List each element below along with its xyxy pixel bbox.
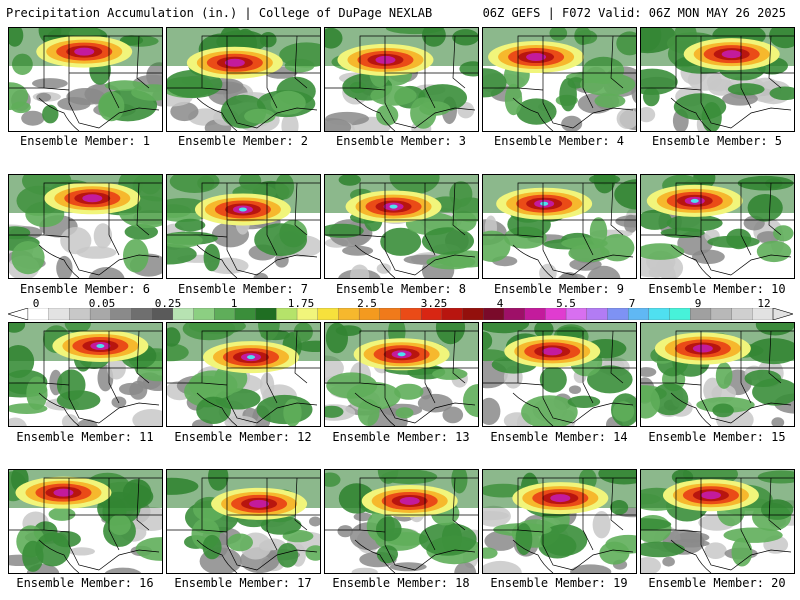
colorbar-swatch (669, 308, 691, 320)
ensemble-panel-19 (482, 469, 637, 574)
colorbar-label: 2.5 (357, 297, 377, 310)
ensemble-panel-13 (324, 322, 479, 427)
ensemble-panel-16 (8, 469, 163, 574)
colorbar-swatch (710, 308, 733, 320)
colorbar-swatch (524, 308, 546, 320)
ensemble-panel-20 (640, 469, 795, 574)
colorbar-label: 1 (230, 297, 238, 310)
ensemble-panel-9 (482, 174, 637, 279)
colorbar-label: 9 (694, 297, 702, 310)
colorbar-swatch (607, 308, 629, 320)
ensemble-member-caption: Ensemble Member: 2 (177, 134, 309, 148)
run-info: 06Z GEFS | F072 Valid: 06Z MON MAY 26 20… (482, 6, 786, 20)
colorbar-label: 7 (628, 297, 636, 310)
colorbar-swatch (586, 308, 608, 320)
ensemble-panel-4 (482, 27, 637, 132)
colorbar-swatch (503, 308, 526, 320)
colorbar-swatch (462, 308, 484, 320)
colorbar-swatch (69, 308, 91, 320)
ensemble-member-caption: Ensemble Member: 11 (16, 430, 154, 444)
colorbar-swatch (48, 308, 70, 320)
ensemble-member-caption: Ensemble Member: 8 (335, 282, 467, 296)
ensemble-panel-6 (8, 174, 163, 279)
ensemble-member-caption: Ensemble Member: 12 (174, 430, 312, 444)
map-title: Precipitation Accumulation (in.) | Colle… (6, 6, 433, 20)
ensemble-member-caption: Ensemble Member: 15 (648, 430, 786, 444)
ensemble-member-caption: Ensemble Member: 18 (332, 576, 470, 590)
colorbar-swatch (317, 308, 339, 320)
colorbar-swatch (400, 308, 422, 320)
ensemble-panel-11 (8, 322, 163, 427)
colorbar-swatch (379, 308, 401, 320)
colorbar-swatch (234, 308, 257, 320)
ensemble-panel-3 (324, 27, 479, 132)
ensemble-member-caption: Ensemble Member: 16 (16, 576, 154, 590)
colorbar-label: 1.75 (287, 297, 315, 310)
ensemble-member-caption: Ensemble Member: 9 (493, 282, 625, 296)
colorbar-label: 5.5 (556, 297, 576, 310)
colorbar-label: 4 (496, 297, 504, 310)
ensemble-member-caption: Ensemble Member: 6 (19, 282, 151, 296)
colorbar-swatch (193, 308, 215, 320)
colorbar-label: 12 (757, 297, 771, 310)
ensemble-panel-10 (640, 174, 795, 279)
colorbar-label: 3.25 (420, 297, 448, 310)
ensemble-panel-14 (482, 322, 637, 427)
ensemble-member-caption: Ensemble Member: 19 (490, 576, 628, 590)
ensemble-member-caption: Ensemble Member: 13 (332, 430, 470, 444)
colorbar-swatch (131, 308, 153, 320)
ensemble-member-caption: Ensemble Member: 4 (493, 134, 625, 148)
ensemble-panel-7 (166, 174, 321, 279)
colorbar-label: 0.05 (88, 297, 116, 310)
colorbar-label: 0.25 (154, 297, 182, 310)
precipitation-colorbar (8, 308, 793, 320)
ensemble-panel-15 (640, 322, 795, 427)
ensemble-member-caption: Ensemble Member: 5 (651, 134, 783, 148)
colorbar-swatch (731, 308, 753, 320)
ensemble-member-caption: Ensemble Member: 10 (648, 282, 786, 296)
ensemble-member-caption: Ensemble Member: 1 (19, 134, 151, 148)
ensemble-member-caption: Ensemble Member: 20 (648, 576, 786, 590)
colorbar-swatch (648, 308, 670, 320)
ensemble-panel-5 (640, 27, 795, 132)
ensemble-member-caption: Ensemble Member: 17 (174, 576, 312, 590)
ensemble-panel-8 (324, 174, 479, 279)
ensemble-panel-1 (8, 27, 163, 132)
ensemble-panel-17 (166, 469, 321, 574)
ensemble-member-caption: Ensemble Member: 14 (490, 430, 628, 444)
colorbar-swatch (255, 308, 277, 320)
ensemble-panel-2 (166, 27, 321, 132)
ensemble-panel-12 (166, 322, 321, 427)
colorbar-label: 0 (32, 297, 40, 310)
ensemble-member-caption: Ensemble Member: 3 (335, 134, 467, 148)
ensemble-panel-18 (324, 469, 479, 574)
ensemble-member-caption: Ensemble Member: 7 (177, 282, 309, 296)
